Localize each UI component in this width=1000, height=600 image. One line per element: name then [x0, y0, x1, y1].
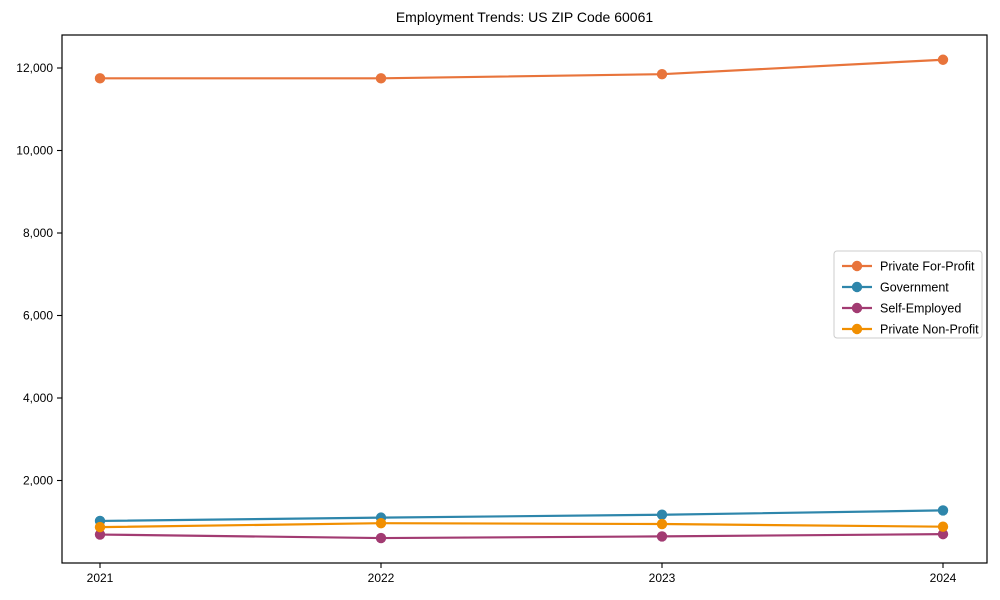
y-tick-label: 8,000 [23, 226, 53, 240]
plot-area-border [61, 34, 988, 564]
x-tick-label: 2021 [87, 571, 114, 585]
x-tick-label: 2022 [368, 571, 395, 585]
series-marker-self-employed [937, 528, 949, 540]
series-marker-government [937, 505, 949, 516]
legend-marker-self-employed [851, 302, 863, 314]
series-marker-government [656, 509, 668, 520]
legend-marker-private-non-profit [851, 323, 863, 335]
chart-title: Employment Trends: US ZIP Code 60061 [396, 9, 654, 25]
x-axis: 2021 2022 2023 2024 [87, 563, 957, 585]
y-tick-label: 10,000 [16, 144, 53, 158]
series-marker-private-non-profit [94, 521, 106, 533]
series-line-private-for-profit [100, 58, 944, 80]
series-marker-private-for-profit [375, 73, 387, 84]
legend-marker-private-for-profit [851, 260, 863, 272]
y-axis: 2,000 4,000 6,000 8,000 10,000 12,000 [16, 61, 62, 488]
legend-label-government: Government [880, 280, 949, 294]
x-tick-label: 2024 [930, 571, 957, 585]
legend: Private For-Profit Government Self-Employe… [833, 250, 983, 339]
series-marker-self-employed [94, 529, 106, 540]
series-marker-private-for-profit [94, 73, 106, 84]
legend-label-private-for-profit: Private For-Profit [880, 259, 975, 273]
series-marker-private-non-profit [375, 517, 387, 529]
series-line-private-non-profit [99, 522, 944, 529]
series-marker-private-non-profit [656, 518, 668, 530]
series-line-self-employed [99, 533, 944, 540]
y-tick-label: 4,000 [23, 391, 53, 405]
series-line-government [99, 509, 944, 523]
y-tick-label: 12,000 [16, 61, 53, 75]
legend-label-self-employed: Self-Employed [880, 301, 961, 315]
y-tick-label: 6,000 [23, 309, 53, 323]
legend-label-private-non-profit: Private Non-Profit [880, 322, 979, 336]
series-marker-private-for-profit [937, 54, 949, 65]
series-lines [94, 54, 949, 544]
legend-marker-government [851, 281, 863, 293]
x-tick-label: 2023 [649, 571, 676, 585]
series-marker-private-non-profit [937, 521, 949, 532]
series-marker-self-employed [656, 531, 668, 542]
series-marker-private-for-profit [656, 68, 668, 80]
series-marker-self-employed [375, 532, 387, 544]
legend-box [833, 250, 983, 339]
y-tick-label: 2,000 [23, 474, 53, 488]
